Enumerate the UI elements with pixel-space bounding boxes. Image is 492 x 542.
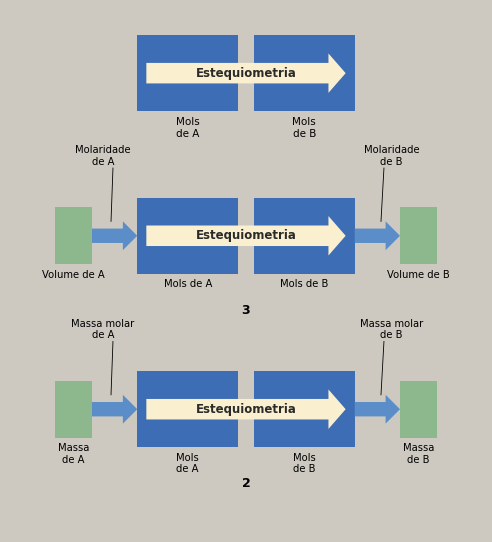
Text: 2: 2 (242, 477, 250, 490)
Bar (254, 198, 355, 274)
Polygon shape (92, 221, 137, 250)
Polygon shape (146, 54, 346, 93)
Bar (137, 198, 238, 274)
Text: Mols
de A: Mols de A (176, 453, 199, 474)
Polygon shape (355, 221, 400, 250)
Text: Molaridade
de A: Molaridade de A (75, 145, 131, 167)
Bar (55, 380, 92, 438)
Text: Estequiometria: Estequiometria (195, 67, 297, 80)
Polygon shape (146, 216, 346, 255)
Polygon shape (92, 395, 137, 424)
Text: Mols de A: Mols de A (163, 279, 212, 289)
Polygon shape (355, 395, 400, 424)
Text: 3: 3 (242, 304, 250, 317)
Text: Volume de B: Volume de B (387, 270, 450, 280)
Text: Molaridade
de B: Molaridade de B (364, 145, 419, 167)
Text: Massa molar
de B: Massa molar de B (360, 319, 423, 340)
Text: Massa
de B: Massa de B (403, 443, 434, 466)
Text: Mols
de B: Mols de B (292, 117, 316, 139)
Polygon shape (146, 390, 346, 429)
Bar (254, 35, 355, 111)
Bar (55, 208, 92, 264)
Bar (137, 35, 238, 111)
Text: Estequiometria: Estequiometria (195, 229, 297, 242)
Text: Massa
de A: Massa de A (58, 443, 89, 466)
Text: Mols de B: Mols de B (280, 279, 329, 289)
Text: Massa molar
de A: Massa molar de A (71, 319, 135, 340)
Text: Mols
de A: Mols de A (176, 117, 200, 139)
Bar (400, 208, 437, 264)
Bar (400, 380, 437, 438)
Text: Mols
de B: Mols de B (293, 453, 316, 474)
Bar (137, 371, 238, 447)
Text: Estequiometria: Estequiometria (195, 403, 297, 416)
Text: Volume de A: Volume de A (42, 270, 105, 280)
Bar (254, 371, 355, 447)
